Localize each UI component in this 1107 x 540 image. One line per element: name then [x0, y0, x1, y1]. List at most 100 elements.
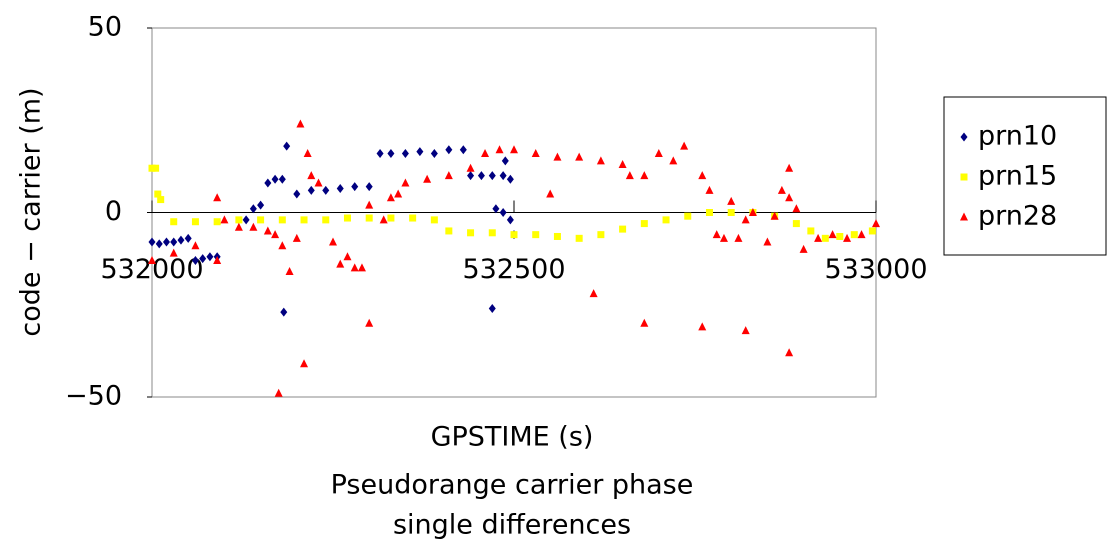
point — [170, 218, 178, 226]
point — [495, 145, 504, 154]
point — [283, 141, 291, 151]
point — [445, 145, 453, 155]
point — [719, 233, 728, 242]
point — [365, 182, 373, 192]
point — [828, 230, 837, 239]
point — [727, 196, 736, 205]
point — [387, 214, 395, 222]
point — [807, 227, 815, 235]
point — [532, 231, 540, 239]
point — [770, 211, 779, 220]
point — [748, 208, 757, 216]
point — [625, 171, 634, 180]
point — [162, 237, 170, 247]
point — [264, 178, 272, 188]
point — [409, 214, 417, 222]
point — [492, 204, 500, 214]
point — [416, 147, 424, 157]
point — [640, 220, 648, 228]
y-axis-title: code − carrier (m) — [16, 87, 47, 336]
point — [785, 348, 794, 357]
point — [727, 209, 735, 216]
point — [684, 212, 692, 220]
point — [278, 216, 286, 224]
point — [792, 204, 801, 213]
point — [148, 237, 156, 247]
point — [191, 218, 199, 226]
point — [466, 163, 475, 172]
point — [618, 160, 627, 169]
point — [857, 230, 866, 239]
point — [307, 185, 315, 195]
point — [293, 189, 301, 199]
point — [376, 148, 384, 158]
point — [365, 200, 374, 209]
y-tick-label: 0 — [105, 196, 122, 227]
x-tick-label: 533000 — [824, 254, 927, 285]
point — [499, 171, 507, 181]
point — [553, 152, 562, 161]
legend-marker — [960, 173, 968, 181]
point — [430, 216, 438, 224]
point — [553, 232, 561, 240]
point — [640, 318, 649, 327]
point — [506, 215, 514, 225]
y-tick-label: 50 — [88, 12, 122, 43]
point — [280, 307, 288, 317]
point — [249, 222, 258, 231]
point — [263, 226, 272, 235]
point — [213, 193, 222, 202]
point — [669, 156, 678, 165]
point — [488, 229, 496, 237]
point — [423, 174, 432, 183]
chart-title: Pseudorange carrier phase — [331, 470, 694, 501]
point — [278, 174, 286, 184]
point — [257, 216, 265, 224]
chart-title: single differences — [393, 510, 631, 540]
point — [488, 171, 496, 181]
point — [184, 233, 192, 243]
point — [499, 208, 507, 217]
point — [292, 233, 301, 242]
point — [365, 214, 373, 222]
point — [213, 255, 222, 264]
point — [785, 163, 794, 172]
point — [836, 232, 844, 240]
point — [357, 263, 366, 272]
point — [343, 214, 351, 222]
point — [274, 388, 283, 397]
legend-marker — [960, 132, 968, 142]
point — [285, 267, 294, 276]
point — [271, 230, 280, 239]
point — [872, 219, 880, 228]
point — [814, 233, 823, 242]
point — [589, 289, 598, 298]
point — [322, 185, 330, 195]
point — [191, 241, 200, 250]
point — [336, 259, 345, 268]
point — [510, 231, 518, 239]
point — [662, 216, 670, 224]
point — [249, 204, 257, 214]
point — [792, 220, 800, 228]
point — [444, 171, 453, 180]
point — [467, 171, 475, 181]
point — [300, 216, 308, 224]
legend-marker — [960, 212, 968, 221]
point — [843, 233, 852, 242]
point — [477, 171, 485, 181]
point — [296, 119, 305, 128]
point — [213, 218, 221, 226]
point — [785, 193, 794, 202]
point — [314, 178, 323, 187]
point — [154, 190, 162, 198]
point — [501, 156, 509, 166]
point — [307, 171, 316, 180]
point — [242, 215, 250, 225]
point — [741, 215, 750, 224]
point — [459, 145, 467, 155]
point — [206, 252, 214, 262]
point — [777, 185, 786, 194]
point — [170, 237, 178, 247]
